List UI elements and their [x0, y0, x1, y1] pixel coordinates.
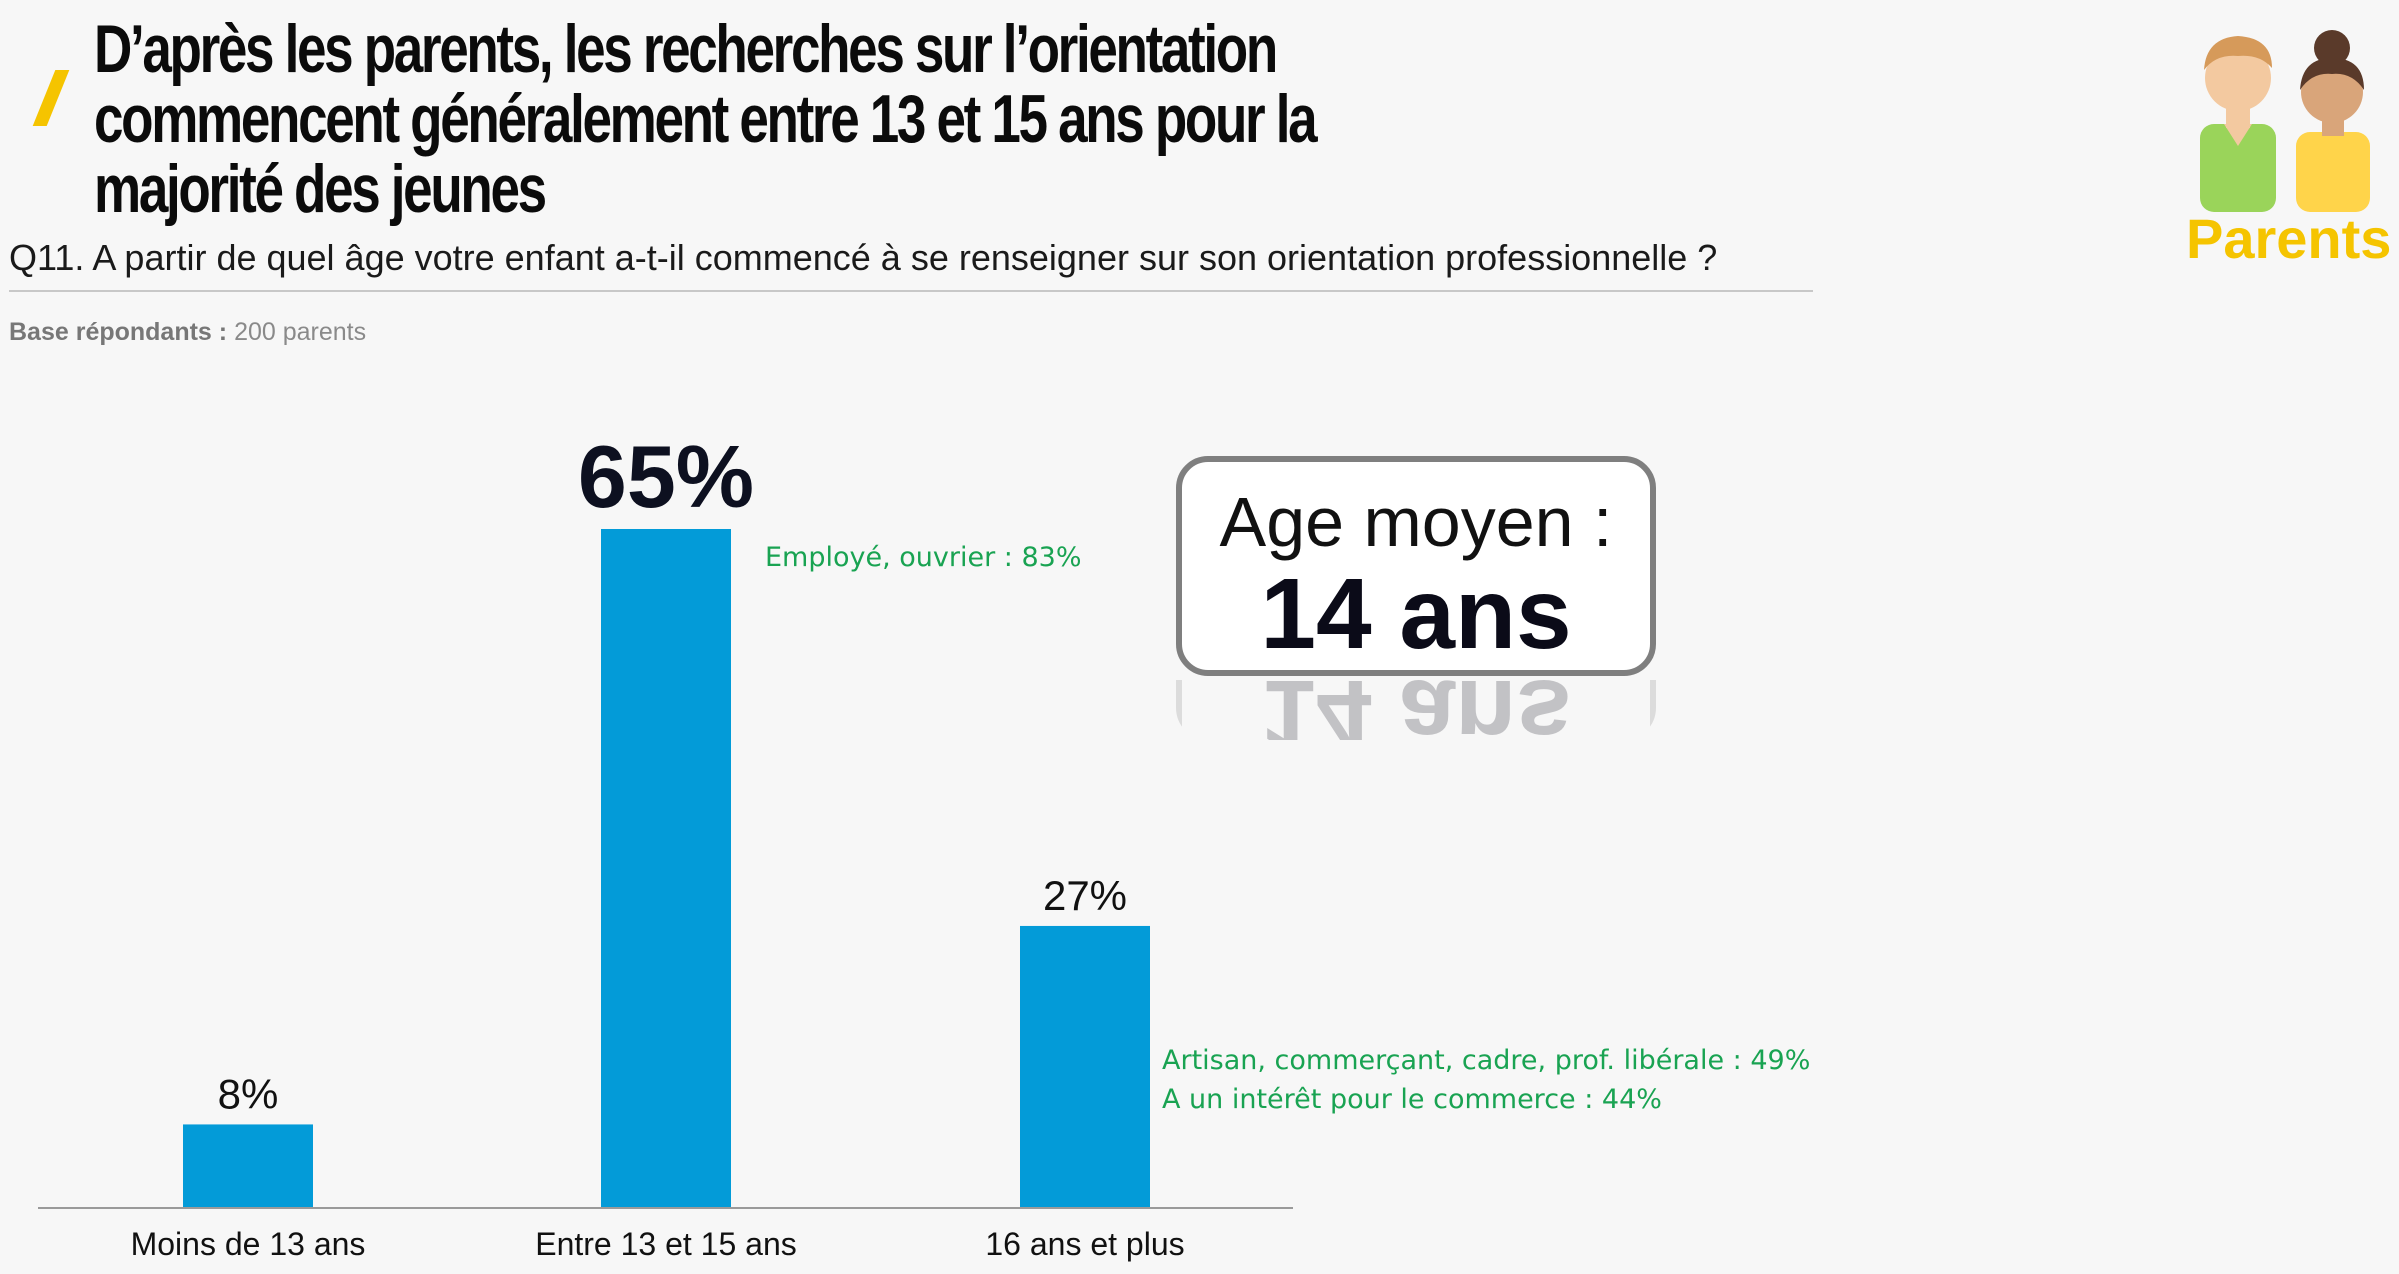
average-age-label: Age moyen : — [1219, 483, 1613, 561]
average-age-reflection: 14 ans — [1176, 680, 1656, 740]
base-respondents: Base répondants : 200 parents — [9, 318, 366, 347]
base-label: Base répondants : — [9, 318, 228, 346]
title-accent-mark — [32, 70, 70, 126]
category-label-16-ans-et-plus: 16 ans et plus — [985, 1226, 1184, 1262]
base-value: 200 parents — [234, 318, 367, 346]
question-divider — [9, 290, 1813, 292]
value-label-16-ans-et-plus: 27% — [1043, 872, 1127, 919]
value-label-entre-13-et-15-ans: 65% — [578, 427, 754, 526]
bar-moins-de-13-ans — [183, 1124, 313, 1208]
category-label-moins-de-13-ans: Moins de 13 ans — [131, 1226, 366, 1262]
note-line: A un intérêt pour le commerce : 44% — [1162, 1084, 1662, 1115]
bar-chart: 8% Moins de 13 ans 65% Entre 13 et 15 ans 27… — [38, 427, 1293, 1262]
note-bar-entre-13-15: Employé, ouvrier : 83% — [765, 542, 1082, 573]
category-label-entre-13-et-15-ans: Entre 13 et 15 ans — [535, 1226, 797, 1262]
note-line: Artisan, commerçant, cadre, prof. libéra… — [1162, 1045, 1811, 1076]
bar-entre-13-et-15-ans — [601, 529, 731, 1208]
parents-label: Parents — [2186, 207, 2392, 270]
value-label-moins-de-13-ans: 8% — [218, 1070, 279, 1117]
average-age-box: Age moyen : 14 ans — [1176, 456, 1656, 676]
note-bar-16-plus: Artisan, commerçant, cadre, prof. libéra… — [1162, 1041, 1810, 1119]
question-text: Q11. A partir de quel âge votre enfant a… — [9, 237, 1718, 278]
bar-16-ans-et-plus — [1020, 925, 1150, 1208]
page-title: D’après les parents, les recherches sur … — [94, 11, 1318, 227]
average-age-value: 14 ans — [1260, 558, 1572, 670]
parents-icon — [2200, 30, 2370, 212]
average-age-reflection-text: 14 ans — [1260, 680, 1572, 740]
